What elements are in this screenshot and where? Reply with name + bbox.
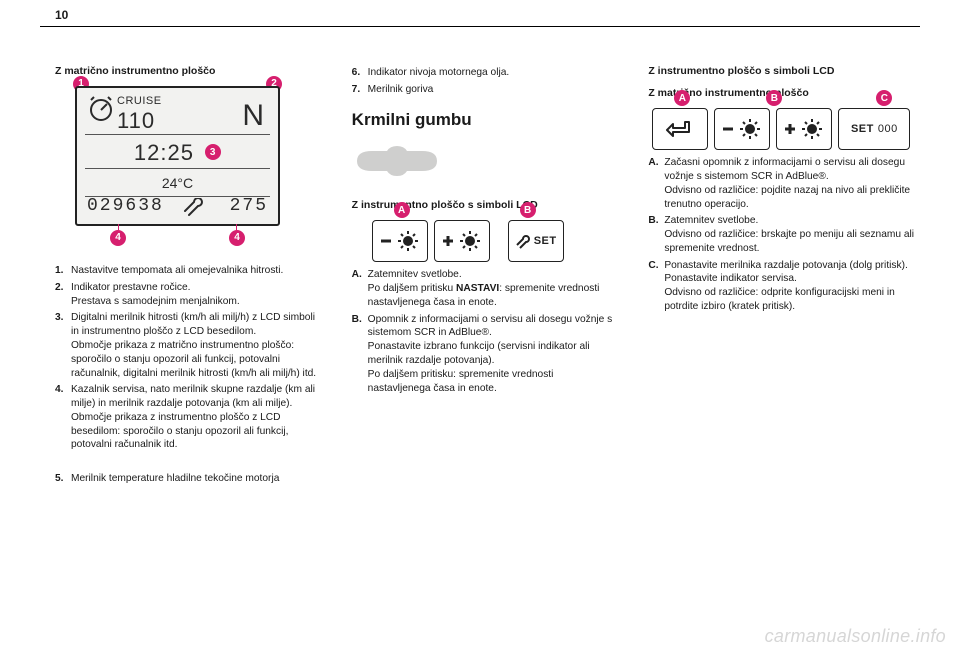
list-item: A. Zatemnitev svetlobe. Po daljšem priti…: [352, 268, 619, 309]
column-3: Z instrumentno ploščo s simboli LCD Z ma…: [648, 60, 915, 492]
list-item: B. Opomnik z informacijami o servisu ali…: [352, 313, 619, 396]
columns: Z matrično instrumentno ploščo 1 2 CRUIS…: [55, 60, 915, 492]
list-item: C. Ponastavite merilnika razdalje potova…: [648, 259, 915, 314]
plus-brightness-icon: [782, 116, 826, 142]
dash-shape-icon: [352, 143, 442, 179]
callout-3: 3: [205, 144, 221, 160]
callout-line: [118, 224, 119, 230]
col3-heading1: Z instrumentno ploščo s simboli LCD: [648, 64, 915, 78]
list-item: 4.Kazalnik servisa, nato merilnik skupne…: [55, 383, 322, 452]
gear-indicator: N: [242, 96, 264, 137]
col2-h3: Krmilni gumbu: [352, 109, 619, 132]
col2-toplist: 6.Indikator nivoja motornega olja. 7.Mer…: [352, 66, 619, 97]
callout-line: [236, 224, 237, 230]
brightness-down-button-3[interactable]: [714, 108, 770, 150]
brightness-up-button[interactable]: [434, 220, 490, 262]
trip-value: 275: [230, 194, 268, 218]
watermark: carmanualsonline.info: [765, 626, 946, 647]
page-number: 10: [55, 8, 68, 22]
lcd-divider: [85, 168, 270, 169]
top-rule: [40, 26, 920, 27]
lcd-divider: [85, 134, 270, 135]
back-button[interactable]: [652, 108, 708, 150]
col2-subheading: Z instrumentno ploščo s simboli LCD: [352, 198, 619, 212]
lcd-row1: CRUISE 110 N: [85, 94, 270, 132]
set-label: SET: [534, 234, 557, 249]
callout-A: A: [394, 202, 410, 218]
list-item: B. Zatemnitev svetlobe. Odvisno od razli…: [648, 214, 915, 255]
list-item: A. Začasni opomnik z informacijami o ser…: [648, 156, 915, 211]
callout-B: B: [520, 202, 536, 218]
col1-list: 1.Nastavitve tempomata ali omejevalnika …: [55, 264, 322, 452]
list-item: 7.Merilnik goriva: [352, 83, 619, 97]
list-item: 2.Indikator prestavne ročice.Prestava s …: [55, 281, 322, 309]
list-item: 6.Indikator nivoja motornega olja.: [352, 66, 619, 80]
page: 10 Z matrično instrumentno ploščo 1 2 C: [0, 0, 960, 649]
button-row-2: A B: [372, 220, 619, 262]
wrench-icon: [182, 198, 204, 216]
time-value: 12:25: [134, 140, 194, 165]
col3-alist: A. Začasni opomnik z informacijami o ser…: [648, 156, 915, 313]
brightness-up-button-3[interactable]: [776, 108, 832, 150]
minus-brightness-icon: [720, 116, 764, 142]
set-zeros: 000: [878, 122, 898, 137]
spacer: [55, 234, 322, 258]
callout-B3: B: [766, 90, 782, 106]
column-2: 6.Indikator nivoja motornega olja. 7.Mer…: [352, 60, 619, 492]
set-000-button[interactable]: SET 000: [838, 108, 910, 150]
sub-line: Po daljšem pritisku NASTAVI: spremenite …: [368, 282, 619, 310]
plus-brightness-icon: [440, 228, 484, 254]
list-item: 5.Merilnik temperature hladilne tekočine…: [55, 472, 322, 486]
lcd-time: 12:25 3: [77, 138, 278, 168]
set-label-3: SET: [851, 122, 874, 137]
cruise-icon: [87, 94, 115, 122]
minus-brightness-icon: [378, 228, 422, 254]
callout-C3: C: [876, 90, 892, 106]
lcd-panel: CRUISE 110 N 12:25 3 24°C 029638: [75, 86, 280, 226]
odometer: 029638: [87, 194, 164, 218]
list-item: 3.Digitalni merilnik hitrosti (km/h ali …: [55, 311, 322, 380]
set-button[interactable]: SET: [508, 220, 564, 262]
column-1: Z matrično instrumentno ploščo 1 2 CRUIS…: [55, 60, 322, 492]
lcd-temp: 24°C: [77, 174, 278, 193]
cruise-speed: 110: [117, 106, 155, 136]
col1-heading: Z matrično instrumentno ploščo: [55, 64, 322, 78]
back-arrow-icon: [665, 118, 695, 140]
list-item: 1.Nastavitve tempomata ali omejevalnika …: [55, 264, 322, 278]
spacer: [55, 458, 322, 466]
button-row-3: A B C: [652, 108, 915, 150]
brightness-down-button[interactable]: [372, 220, 428, 262]
wrench-icon: [515, 233, 531, 249]
callout-A3: A: [674, 90, 690, 106]
col2-alist: A. Zatemnitev svetlobe. Po daljšem priti…: [352, 268, 619, 395]
col1-list-b: 5.Merilnik temperature hladilne tekočine…: [55, 472, 322, 486]
lcd-figure: 1 2 CRUISE 110 N 12: [75, 86, 280, 226]
spacer: [496, 220, 502, 262]
